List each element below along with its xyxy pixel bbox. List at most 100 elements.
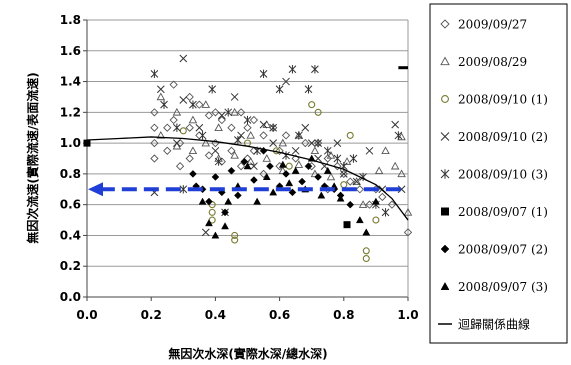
y-tick-label: 0.8	[60, 167, 81, 181]
data-point	[243, 162, 252, 170]
data-point	[394, 131, 403, 140]
regression-curve	[86, 136, 409, 221]
legend-marker	[440, 56, 450, 66]
data-point	[234, 191, 242, 200]
data-point	[156, 130, 166, 139]
y-tick-labels: 0.0 0.2 0.4 0.6 0.8 1.0 1.2 1.4 1.6 1.8	[60, 13, 87, 304]
data-point	[291, 146, 300, 155]
data-point	[198, 131, 207, 140]
data-point	[208, 208, 216, 216]
legend-label: 2009/09/27	[458, 18, 527, 32]
gridlines	[87, 19, 408, 298]
legend-label: 2008/09/07 (3)	[458, 280, 548, 294]
data-point	[346, 200, 355, 209]
data-point	[204, 111, 214, 120]
axes	[86, 20, 409, 298]
data-point	[323, 154, 332, 163]
legend-marker	[440, 244, 450, 254]
data-point	[362, 255, 370, 263]
data-point	[259, 169, 268, 179]
data-point	[214, 157, 223, 166]
y-tick-label: 0.4	[60, 228, 81, 242]
x-tick-label: 0.0	[76, 308, 97, 322]
data-point	[243, 123, 252, 132]
data-point	[150, 123, 159, 132]
data-point	[173, 139, 181, 147]
data-point	[397, 169, 406, 178]
data-point	[204, 151, 214, 160]
overlays	[86, 66, 409, 221]
data-point	[250, 176, 258, 184]
data-point	[339, 169, 348, 179]
data-point	[278, 160, 287, 168]
legend-marker	[440, 132, 450, 141]
data-point	[355, 216, 364, 224]
data-point	[285, 162, 293, 170]
data-point	[372, 216, 380, 224]
data-point	[355, 185, 364, 194]
data-point	[301, 138, 310, 148]
data-point	[266, 162, 274, 171]
legend-label: 迴歸關係曲線	[458, 317, 530, 332]
data-point	[236, 162, 246, 171]
legend-label: 2008/09/07 (1)	[458, 205, 548, 219]
data-point	[346, 131, 354, 139]
data-point	[189, 100, 197, 109]
legend-marker	[440, 281, 450, 290]
data-point	[314, 173, 322, 181]
x-axis-label: 無因次水深(實際水深/總水深)	[168, 346, 327, 361]
data-point	[175, 162, 185, 171]
data-point	[240, 157, 249, 166]
data-point	[230, 93, 239, 101]
data-point	[317, 191, 326, 199]
x-tick-label: 0.2	[141, 308, 162, 322]
data-point	[333, 154, 342, 163]
legend-label: 2008/09/10 (1)	[458, 93, 548, 107]
data-point	[211, 231, 220, 239]
x-tick-labels: 0.0 0.2 0.4 0.6 0.8 1.0	[76, 297, 419, 322]
legend-item: 2008/09/07 (1)	[441, 205, 548, 219]
data-point	[236, 108, 246, 117]
data-point	[403, 228, 413, 237]
data-point	[227, 166, 236, 175]
data-point	[352, 177, 361, 185]
data-point	[275, 85, 284, 94]
data-point	[314, 108, 322, 116]
data-point	[214, 123, 223, 131]
legend-item: 2009/08/29	[440, 55, 527, 69]
data-point	[188, 115, 198, 124]
data-point	[179, 96, 188, 104]
data-point	[150, 154, 159, 163]
data-point	[185, 123, 194, 132]
data-point	[237, 131, 245, 140]
data-point	[326, 172, 336, 181]
data-point	[221, 208, 229, 217]
data-point	[304, 162, 313, 171]
data-point	[298, 177, 306, 186]
data-point	[390, 161, 400, 170]
series-2008-09-10-3-	[150, 65, 403, 217]
data-point	[83, 139, 91, 147]
data-point	[333, 139, 342, 147]
data-point	[172, 107, 182, 116]
data-point	[343, 221, 351, 229]
data-point	[397, 185, 406, 194]
data-point	[282, 170, 290, 178]
data-point	[227, 123, 236, 132]
legend: 2009/09/27 2009/08/29 2008/09/10 (1) 2008/0…	[429, 3, 568, 344]
data-point	[195, 100, 204, 109]
data-point	[259, 69, 268, 79]
legend-marker	[440, 169, 450, 179]
data-point	[208, 85, 217, 94]
legend-marker	[440, 19, 450, 29]
data-point	[211, 173, 220, 181]
legend-label: 2008/09/07 (2)	[458, 243, 548, 257]
data-point	[310, 146, 320, 155]
data-point	[224, 108, 233, 117]
data-point	[201, 228, 210, 237]
data-point	[323, 146, 332, 156]
data-point	[349, 154, 358, 163]
data-point	[205, 219, 213, 227]
data-point	[201, 100, 211, 108]
